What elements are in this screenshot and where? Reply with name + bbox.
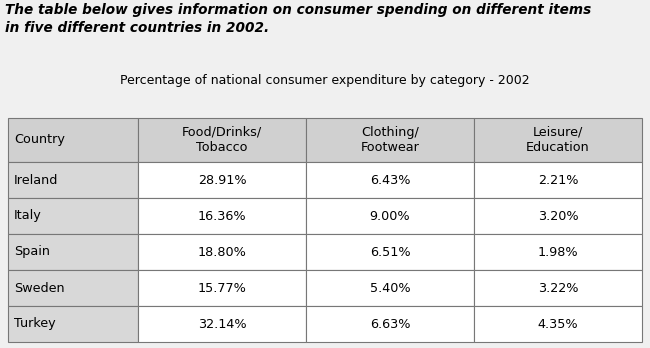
Text: Leisure/
Education: Leisure/ Education (526, 126, 590, 154)
Text: 28.91%: 28.91% (198, 174, 246, 187)
Text: 1.98%: 1.98% (538, 245, 578, 259)
Text: Ireland: Ireland (14, 174, 58, 187)
Text: 3.22%: 3.22% (538, 282, 578, 294)
Text: The table below gives information on consumer spending on different items
in fiv: The table below gives information on con… (5, 3, 592, 35)
Text: 18.80%: 18.80% (198, 245, 246, 259)
Text: 4.35%: 4.35% (538, 317, 578, 331)
Text: Food/Drinks/
Tobacco: Food/Drinks/ Tobacco (182, 126, 262, 154)
Text: Percentage of national consumer expenditure by category - 2002: Percentage of national consumer expendit… (120, 74, 530, 87)
Text: Clothing/
Footwear: Clothing/ Footwear (361, 126, 419, 154)
Text: Sweden: Sweden (14, 282, 64, 294)
Text: 16.36%: 16.36% (198, 209, 246, 222)
Text: 2.21%: 2.21% (538, 174, 578, 187)
Text: Italy: Italy (14, 209, 42, 222)
Text: Country: Country (14, 134, 65, 147)
Text: 5.40%: 5.40% (370, 282, 410, 294)
Text: Turkey: Turkey (14, 317, 56, 331)
Text: 9.00%: 9.00% (370, 209, 410, 222)
Text: 3.20%: 3.20% (538, 209, 578, 222)
Text: 15.77%: 15.77% (198, 282, 246, 294)
Text: 6.43%: 6.43% (370, 174, 410, 187)
Text: 6.63%: 6.63% (370, 317, 410, 331)
Text: 32.14%: 32.14% (198, 317, 246, 331)
Text: Spain: Spain (14, 245, 50, 259)
Text: 6.51%: 6.51% (370, 245, 410, 259)
